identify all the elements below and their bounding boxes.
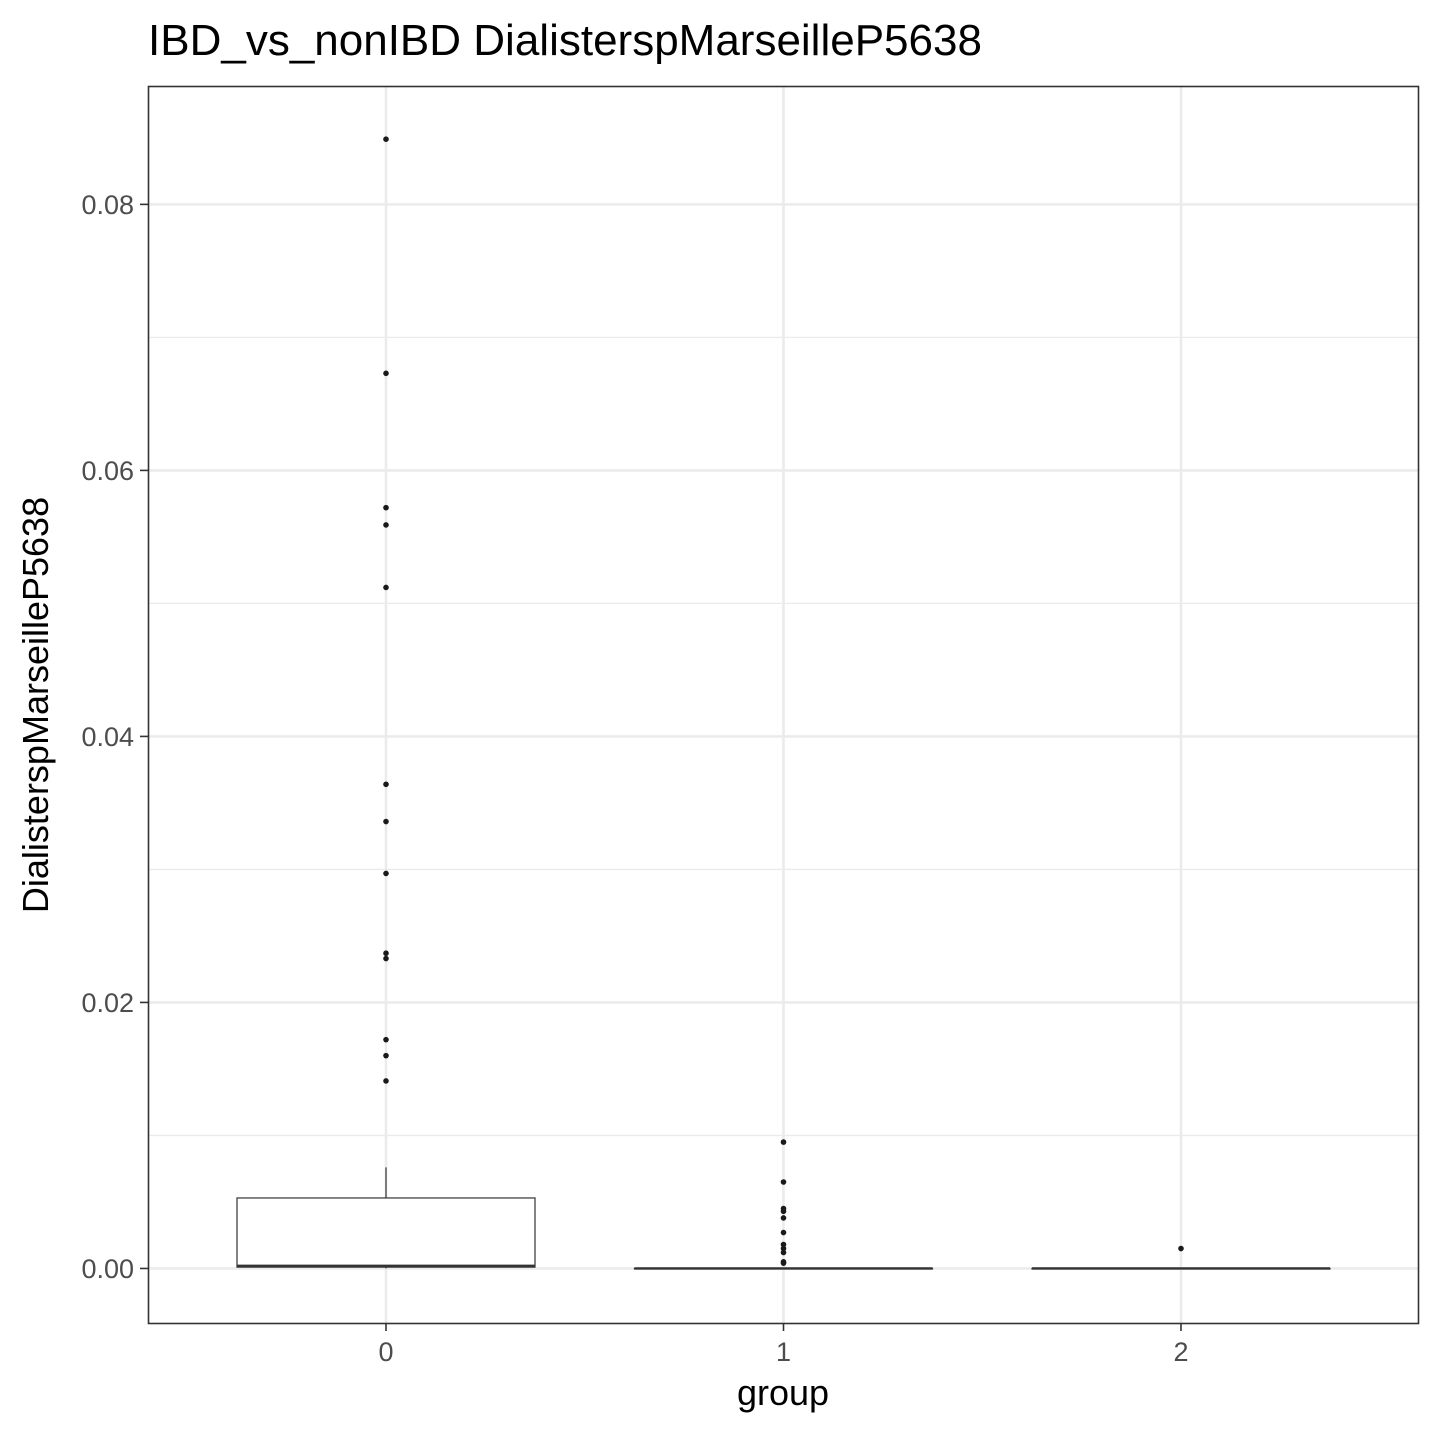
box-group-0 — [236, 1167, 536, 1269]
outlier-point — [383, 1052, 389, 1059]
x-axis: 0 1 2 — [378, 1323, 1189, 1367]
outlier-point — [780, 1260, 787, 1266]
chart-title: IBD_vs_nonIBD DialisterspMarseilleP5638 — [148, 16, 982, 65]
outlier-point — [383, 870, 389, 877]
boxplots — [236, 1167, 1331, 1270]
y-tick-label: 0.00 — [81, 1254, 134, 1284]
y-tick-label: 0.08 — [81, 190, 134, 220]
outlier-point — [383, 818, 389, 825]
outlier-point — [383, 136, 389, 143]
outlier-point — [383, 950, 389, 957]
x-tick-label: 0 — [378, 1337, 393, 1367]
outlier-point — [780, 1215, 787, 1221]
outlier-point — [780, 1139, 787, 1145]
y-tick-label: 0.02 — [81, 988, 134, 1018]
x-tick-label: 1 — [776, 1337, 791, 1367]
outlier-point — [780, 1179, 787, 1185]
outlier-point — [383, 955, 389, 962]
outlier-point — [383, 781, 389, 788]
outlier-point — [780, 1208, 787, 1215]
outlier-point — [383, 584, 389, 591]
outlier-point — [383, 1036, 389, 1043]
box-group-2 — [1031, 1267, 1331, 1270]
x-tick-label: 2 — [1173, 1337, 1188, 1367]
x-axis-title: group — [737, 1372, 829, 1413]
outlier-point — [780, 1229, 787, 1236]
outlier-point — [780, 1249, 787, 1256]
outlier-point — [1178, 1245, 1184, 1252]
outlier-point — [780, 1245, 787, 1252]
y-axis-title: DialisterspMarseilleP5638 — [15, 497, 56, 913]
y-tick-label: 0.06 — [81, 456, 134, 486]
outlier-points — [383, 136, 1184, 1266]
box — [236, 1197, 536, 1268]
outlier-point — [383, 522, 389, 528]
outlier-point — [780, 1241, 787, 1248]
y-tick-label: 0.04 — [81, 722, 134, 752]
box-group-1 — [633, 1267, 934, 1270]
y-axis: 0.00 0.02 0.04 0.06 0.08 — [81, 190, 148, 1284]
outlier-point — [383, 370, 389, 377]
outlier-point — [383, 1078, 389, 1084]
outlier-point — [383, 504, 389, 511]
